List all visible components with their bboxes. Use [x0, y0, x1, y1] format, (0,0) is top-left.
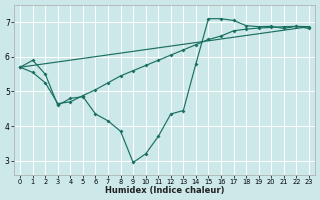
X-axis label: Humidex (Indice chaleur): Humidex (Indice chaleur): [105, 186, 224, 195]
